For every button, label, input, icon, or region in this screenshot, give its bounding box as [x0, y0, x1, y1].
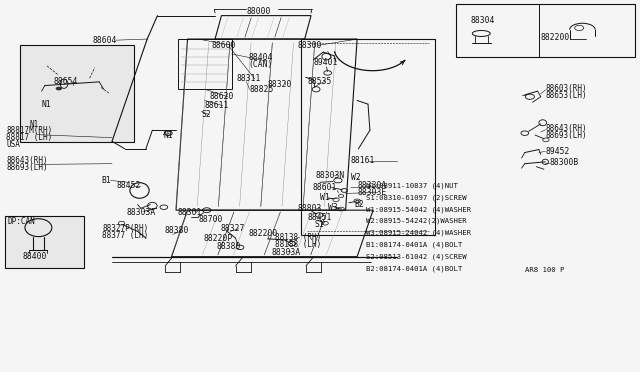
Text: 88220P: 88220P — [204, 234, 233, 243]
Text: 88643(RH): 88643(RH) — [6, 156, 48, 165]
Text: 88303A: 88303A — [272, 248, 301, 257]
Text: 88600: 88600 — [211, 41, 236, 50]
Text: 88803: 88803 — [298, 204, 322, 213]
Text: 88611: 88611 — [205, 101, 229, 110]
Text: 88377 (LH): 88377 (LH) — [102, 231, 148, 240]
Bar — [20, 45, 134, 142]
Text: 88327: 88327 — [221, 224, 245, 233]
Text: 88693(LH): 88693(LH) — [6, 163, 48, 172]
Text: 88188 (LH): 88188 (LH) — [275, 240, 321, 248]
Bar — [456, 4, 635, 57]
Text: W2: W2 — [351, 173, 360, 182]
Text: B1: B1 — [101, 176, 111, 185]
Text: 88452: 88452 — [116, 182, 141, 190]
Text: B1:08174-0401A (4)BOLT: B1:08174-0401A (4)BOLT — [366, 242, 462, 248]
Text: 88604: 88604 — [93, 36, 117, 45]
Text: S1: S1 — [315, 220, 324, 229]
Text: N1: N1 — [29, 120, 38, 129]
Text: 88301: 88301 — [178, 208, 202, 217]
Text: 88304: 88304 — [470, 16, 495, 25]
Text: W3: W3 — [328, 203, 337, 212]
Text: 88000: 88000 — [246, 7, 271, 16]
Text: 88700: 88700 — [198, 215, 223, 224]
Text: 88535: 88535 — [307, 77, 332, 86]
Text: 88601: 88601 — [312, 183, 337, 192]
Text: 88311: 88311 — [237, 74, 261, 83]
Text: W2:08915-54242(2)WASHER: W2:08915-54242(2)WASHER — [366, 218, 467, 224]
Text: 89452: 89452 — [545, 147, 570, 156]
Text: 88330A: 88330A — [357, 182, 387, 190]
Text: 88320: 88320 — [268, 80, 292, 89]
Text: 88161: 88161 — [351, 156, 375, 165]
Text: 88603(RH): 88603(RH) — [545, 84, 587, 93]
Text: 88404: 88404 — [248, 53, 273, 62]
Text: 882200: 882200 — [541, 33, 570, 42]
Text: N1: N1 — [42, 100, 51, 109]
Text: 88693(LH): 88693(LH) — [545, 131, 587, 140]
Text: W1: W1 — [320, 193, 330, 202]
Text: W3:08915-24042 (4)WASHER: W3:08915-24042 (4)WASHER — [366, 230, 471, 236]
Text: 88380: 88380 — [164, 226, 189, 235]
Text: 88138 (RH): 88138 (RH) — [275, 233, 321, 242]
Bar — [5, 216, 84, 268]
Text: B2:08174-0401A (4)BOLT: B2:08174-0401A (4)BOLT — [366, 266, 462, 272]
Text: DP:CAN: DP:CAN — [8, 217, 35, 226]
Text: 88451: 88451 — [307, 213, 332, 222]
Text: AR8 100 P: AR8 100 P — [525, 267, 564, 273]
Text: 88303N: 88303N — [316, 171, 345, 180]
Text: USA: USA — [6, 140, 20, 149]
Text: N1:08911-10837 (4)NUT: N1:08911-10837 (4)NUT — [366, 182, 458, 189]
Text: (CAN): (CAN) — [248, 60, 273, 69]
Text: S2:08513-61042 (4)SCREW: S2:08513-61042 (4)SCREW — [366, 254, 467, 260]
Text: 88380: 88380 — [216, 242, 241, 251]
Text: 882200: 882200 — [248, 229, 278, 238]
Text: 88620: 88620 — [210, 92, 234, 101]
Text: 88300B: 88300B — [549, 158, 579, 167]
Text: 88327P(RH): 88327P(RH) — [102, 224, 148, 233]
Text: 88653(LH): 88653(LH) — [545, 91, 587, 100]
Text: S1:08310-61097 (2)SCREW: S1:08310-61097 (2)SCREW — [366, 194, 467, 201]
Text: 88303E: 88303E — [357, 188, 387, 197]
Text: 88817 (LH): 88817 (LH) — [6, 133, 52, 142]
Text: W1:08915-54042 (4)WASHER: W1:08915-54042 (4)WASHER — [366, 206, 471, 212]
Text: S2: S2 — [202, 110, 211, 119]
Text: 89401: 89401 — [314, 58, 338, 67]
Text: 88643(RH): 88643(RH) — [545, 124, 587, 133]
Text: 88300: 88300 — [298, 41, 322, 50]
Ellipse shape — [56, 87, 62, 90]
Text: 88825: 88825 — [250, 85, 274, 94]
Text: N1: N1 — [163, 131, 173, 140]
Text: B2: B2 — [354, 200, 364, 209]
Text: 88303A: 88303A — [127, 208, 156, 217]
Text: 88400: 88400 — [22, 252, 47, 261]
Text: 88654: 88654 — [53, 77, 77, 86]
Text: 88817M(RH): 88817M(RH) — [6, 126, 52, 135]
